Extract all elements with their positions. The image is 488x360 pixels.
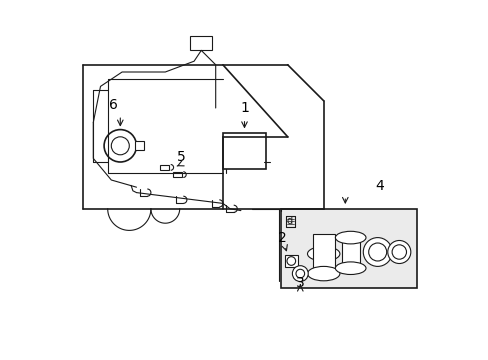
Circle shape [387,240,410,264]
Ellipse shape [307,247,339,261]
Bar [160,165,168,170]
Circle shape [295,269,304,278]
Text: 6: 6 [108,98,117,112]
Circle shape [286,257,295,265]
Bar [134,141,143,150]
Circle shape [111,137,129,155]
Circle shape [363,238,391,266]
Bar [172,172,181,177]
Bar [280,209,416,288]
Ellipse shape [335,231,365,244]
Text: 3: 3 [295,276,304,290]
Circle shape [368,243,386,261]
Ellipse shape [335,262,365,275]
Bar [312,234,334,274]
Bar [341,238,359,268]
Text: 1: 1 [240,101,248,115]
Text: 5: 5 [177,150,185,164]
Circle shape [391,245,406,259]
Text: 4: 4 [374,179,383,193]
Circle shape [104,130,136,162]
Text: đ: đ [286,216,292,226]
Bar [284,255,297,267]
Bar [223,133,265,169]
Text: 2: 2 [277,231,286,245]
Bar [190,36,212,50]
Circle shape [292,266,307,282]
Ellipse shape [307,266,339,281]
